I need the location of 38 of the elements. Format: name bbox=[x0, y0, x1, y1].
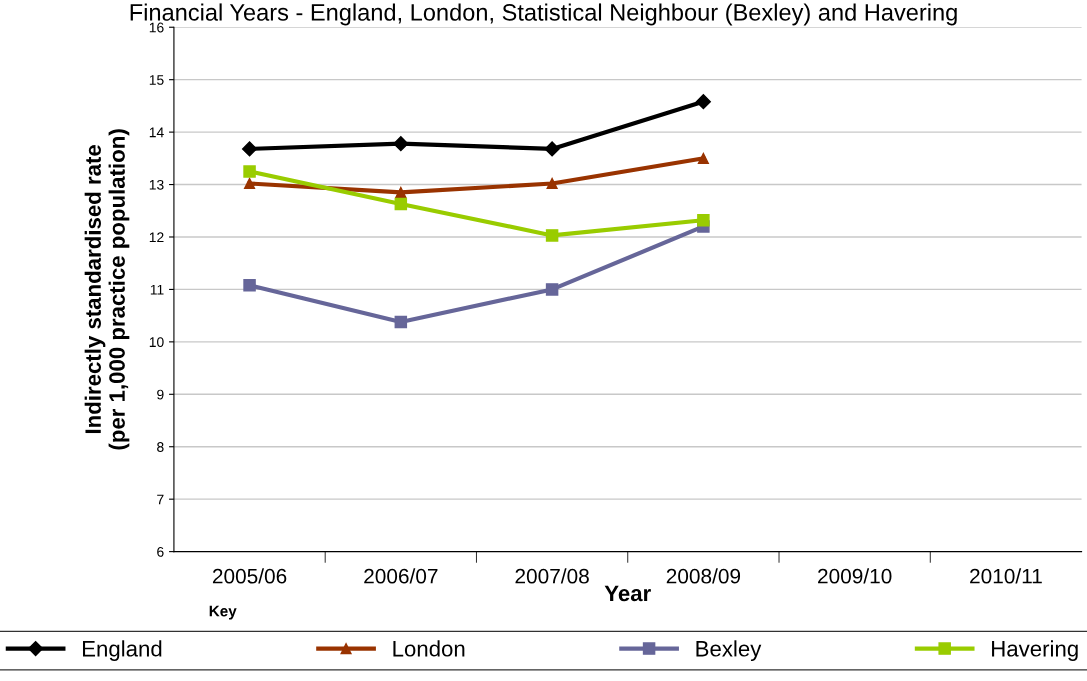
point bbox=[243, 278, 256, 292]
x-axis-title: Year bbox=[604, 585, 651, 602]
x-tick-label: 2007/08 bbox=[515, 568, 589, 584]
point bbox=[394, 197, 408, 211]
point bbox=[545, 229, 559, 242]
x-tick-label: 2010/11 bbox=[970, 568, 1042, 584]
point bbox=[244, 177, 256, 190]
point bbox=[546, 177, 558, 190]
y-tick-label: 13 bbox=[149, 179, 164, 190]
y-tick-label: 6 bbox=[157, 546, 164, 557]
point bbox=[697, 213, 710, 227]
point bbox=[395, 186, 407, 198]
y-tick-label: 10 bbox=[149, 337, 164, 348]
y-tick-label: 14 bbox=[149, 127, 164, 138]
point bbox=[393, 136, 409, 152]
y-tick-label: 7 bbox=[157, 494, 164, 505]
point bbox=[697, 152, 709, 164]
text: Key bbox=[209, 605, 237, 620]
legend-label: Bexley bbox=[696, 640, 762, 661]
point bbox=[695, 94, 711, 110]
point bbox=[545, 283, 559, 296]
point bbox=[394, 315, 408, 329]
y-axis-title: Indirectly standardised rate (per 1,000 practice population) bbox=[84, 129, 130, 450]
y-tick-label: 9 bbox=[157, 389, 164, 400]
legend-label: Havering bbox=[992, 640, 1078, 661]
y-tick-label: 8 bbox=[157, 442, 164, 452]
x-tick-label: 2008/09 bbox=[666, 568, 741, 584]
y-tick-label: 11 bbox=[150, 284, 164, 295]
point bbox=[241, 141, 258, 157]
y-tick-label: 15 bbox=[149, 75, 164, 85]
x-tick-label: 2009/10 bbox=[818, 568, 892, 584]
point bbox=[243, 165, 256, 178]
x-tick-label: 2005/06 bbox=[212, 568, 287, 584]
legend-label: London bbox=[393, 640, 465, 657]
point bbox=[544, 141, 560, 157]
legend-label: England bbox=[83, 640, 162, 661]
x-tick-label: 2006/07 bbox=[364, 568, 438, 584]
y-tick-label: 12 bbox=[149, 232, 164, 243]
